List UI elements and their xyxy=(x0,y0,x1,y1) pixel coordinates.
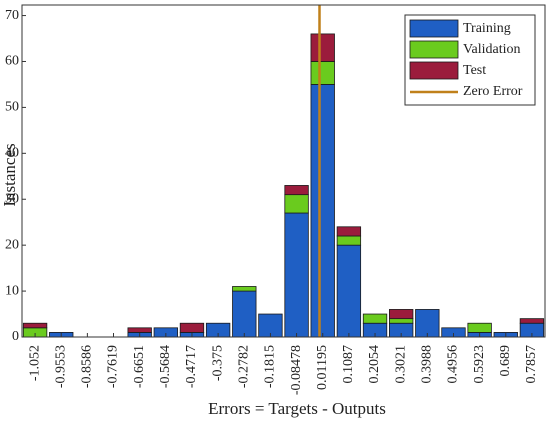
bar-segment xyxy=(389,309,414,320)
x-tick-label: 0.3988 xyxy=(420,345,435,384)
x-tick-label: 0.01195 xyxy=(315,345,330,390)
bar-segment xyxy=(415,309,440,338)
bar-segment xyxy=(336,244,362,338)
x-tick-label: 0.689 xyxy=(498,345,513,377)
x-tick-label: 0.7857 xyxy=(524,345,539,384)
legend-label: Validation xyxy=(463,42,521,57)
bar-segment xyxy=(284,194,309,214)
x-tick-label: -0.5684 xyxy=(158,345,173,388)
x-tick-label: -0.7619 xyxy=(106,345,121,388)
bar-segment xyxy=(310,33,335,62)
y-tick-label: 70 xyxy=(5,8,19,23)
bar-segment xyxy=(232,290,257,338)
x-tick-label: -0.4717 xyxy=(184,345,199,388)
legend-label: Zero Error xyxy=(463,84,523,99)
y-axis-label: Instances xyxy=(0,143,19,206)
legend-swatch xyxy=(409,61,459,80)
y-tick-label: 10 xyxy=(5,283,19,298)
y-tick-label: 20 xyxy=(5,237,19,252)
bar-segment xyxy=(362,313,388,324)
x-tick-label: -0.9553 xyxy=(53,345,68,388)
legend-label: Test xyxy=(463,63,486,78)
bar-segment xyxy=(127,327,152,333)
y-tick-label: 30 xyxy=(5,191,19,206)
x-tick-label: -0.2782 xyxy=(237,345,252,388)
bar-segment xyxy=(310,61,335,85)
legend-swatch xyxy=(409,40,459,59)
x-tick-label: 0.1087 xyxy=(341,345,356,384)
bar-segment xyxy=(284,185,309,196)
bar-segment xyxy=(467,322,492,333)
y-tick-label: 60 xyxy=(5,54,19,69)
plot-frame xyxy=(21,4,546,338)
x-tick-label: -0.8586 xyxy=(80,345,95,388)
y-tick-label: 50 xyxy=(5,100,19,115)
bar-segment xyxy=(232,286,257,292)
x-tick-label: 0.4956 xyxy=(446,345,461,384)
x-tick-label: -0.08478 xyxy=(289,345,304,395)
y-tick-label: 0 xyxy=(12,329,19,344)
x-tick-label: 0.2054 xyxy=(367,345,382,384)
x-tick-label: -0.6651 xyxy=(132,345,147,388)
bar-segment xyxy=(284,212,309,338)
x-axis-label: Errors = Targets - Outputs xyxy=(208,399,386,418)
x-tick-label: -0.375 xyxy=(210,345,225,381)
bar-segment xyxy=(336,226,362,237)
bar-segment xyxy=(389,318,414,324)
bar-segment xyxy=(179,322,205,333)
bar-segment xyxy=(519,318,545,324)
x-tick-label: -1.052 xyxy=(27,345,42,381)
bar-segment xyxy=(310,84,335,338)
x-tick-label: -0.1815 xyxy=(263,345,278,388)
legend-label: Training xyxy=(463,21,511,36)
y-tick-label: 40 xyxy=(5,146,19,161)
legend-swatch xyxy=(409,19,459,38)
bar-segment xyxy=(22,322,48,329)
bar-segment xyxy=(336,235,362,246)
x-tick-label: 0.3021 xyxy=(393,345,408,384)
x-tick-label: 0.5923 xyxy=(472,345,487,384)
